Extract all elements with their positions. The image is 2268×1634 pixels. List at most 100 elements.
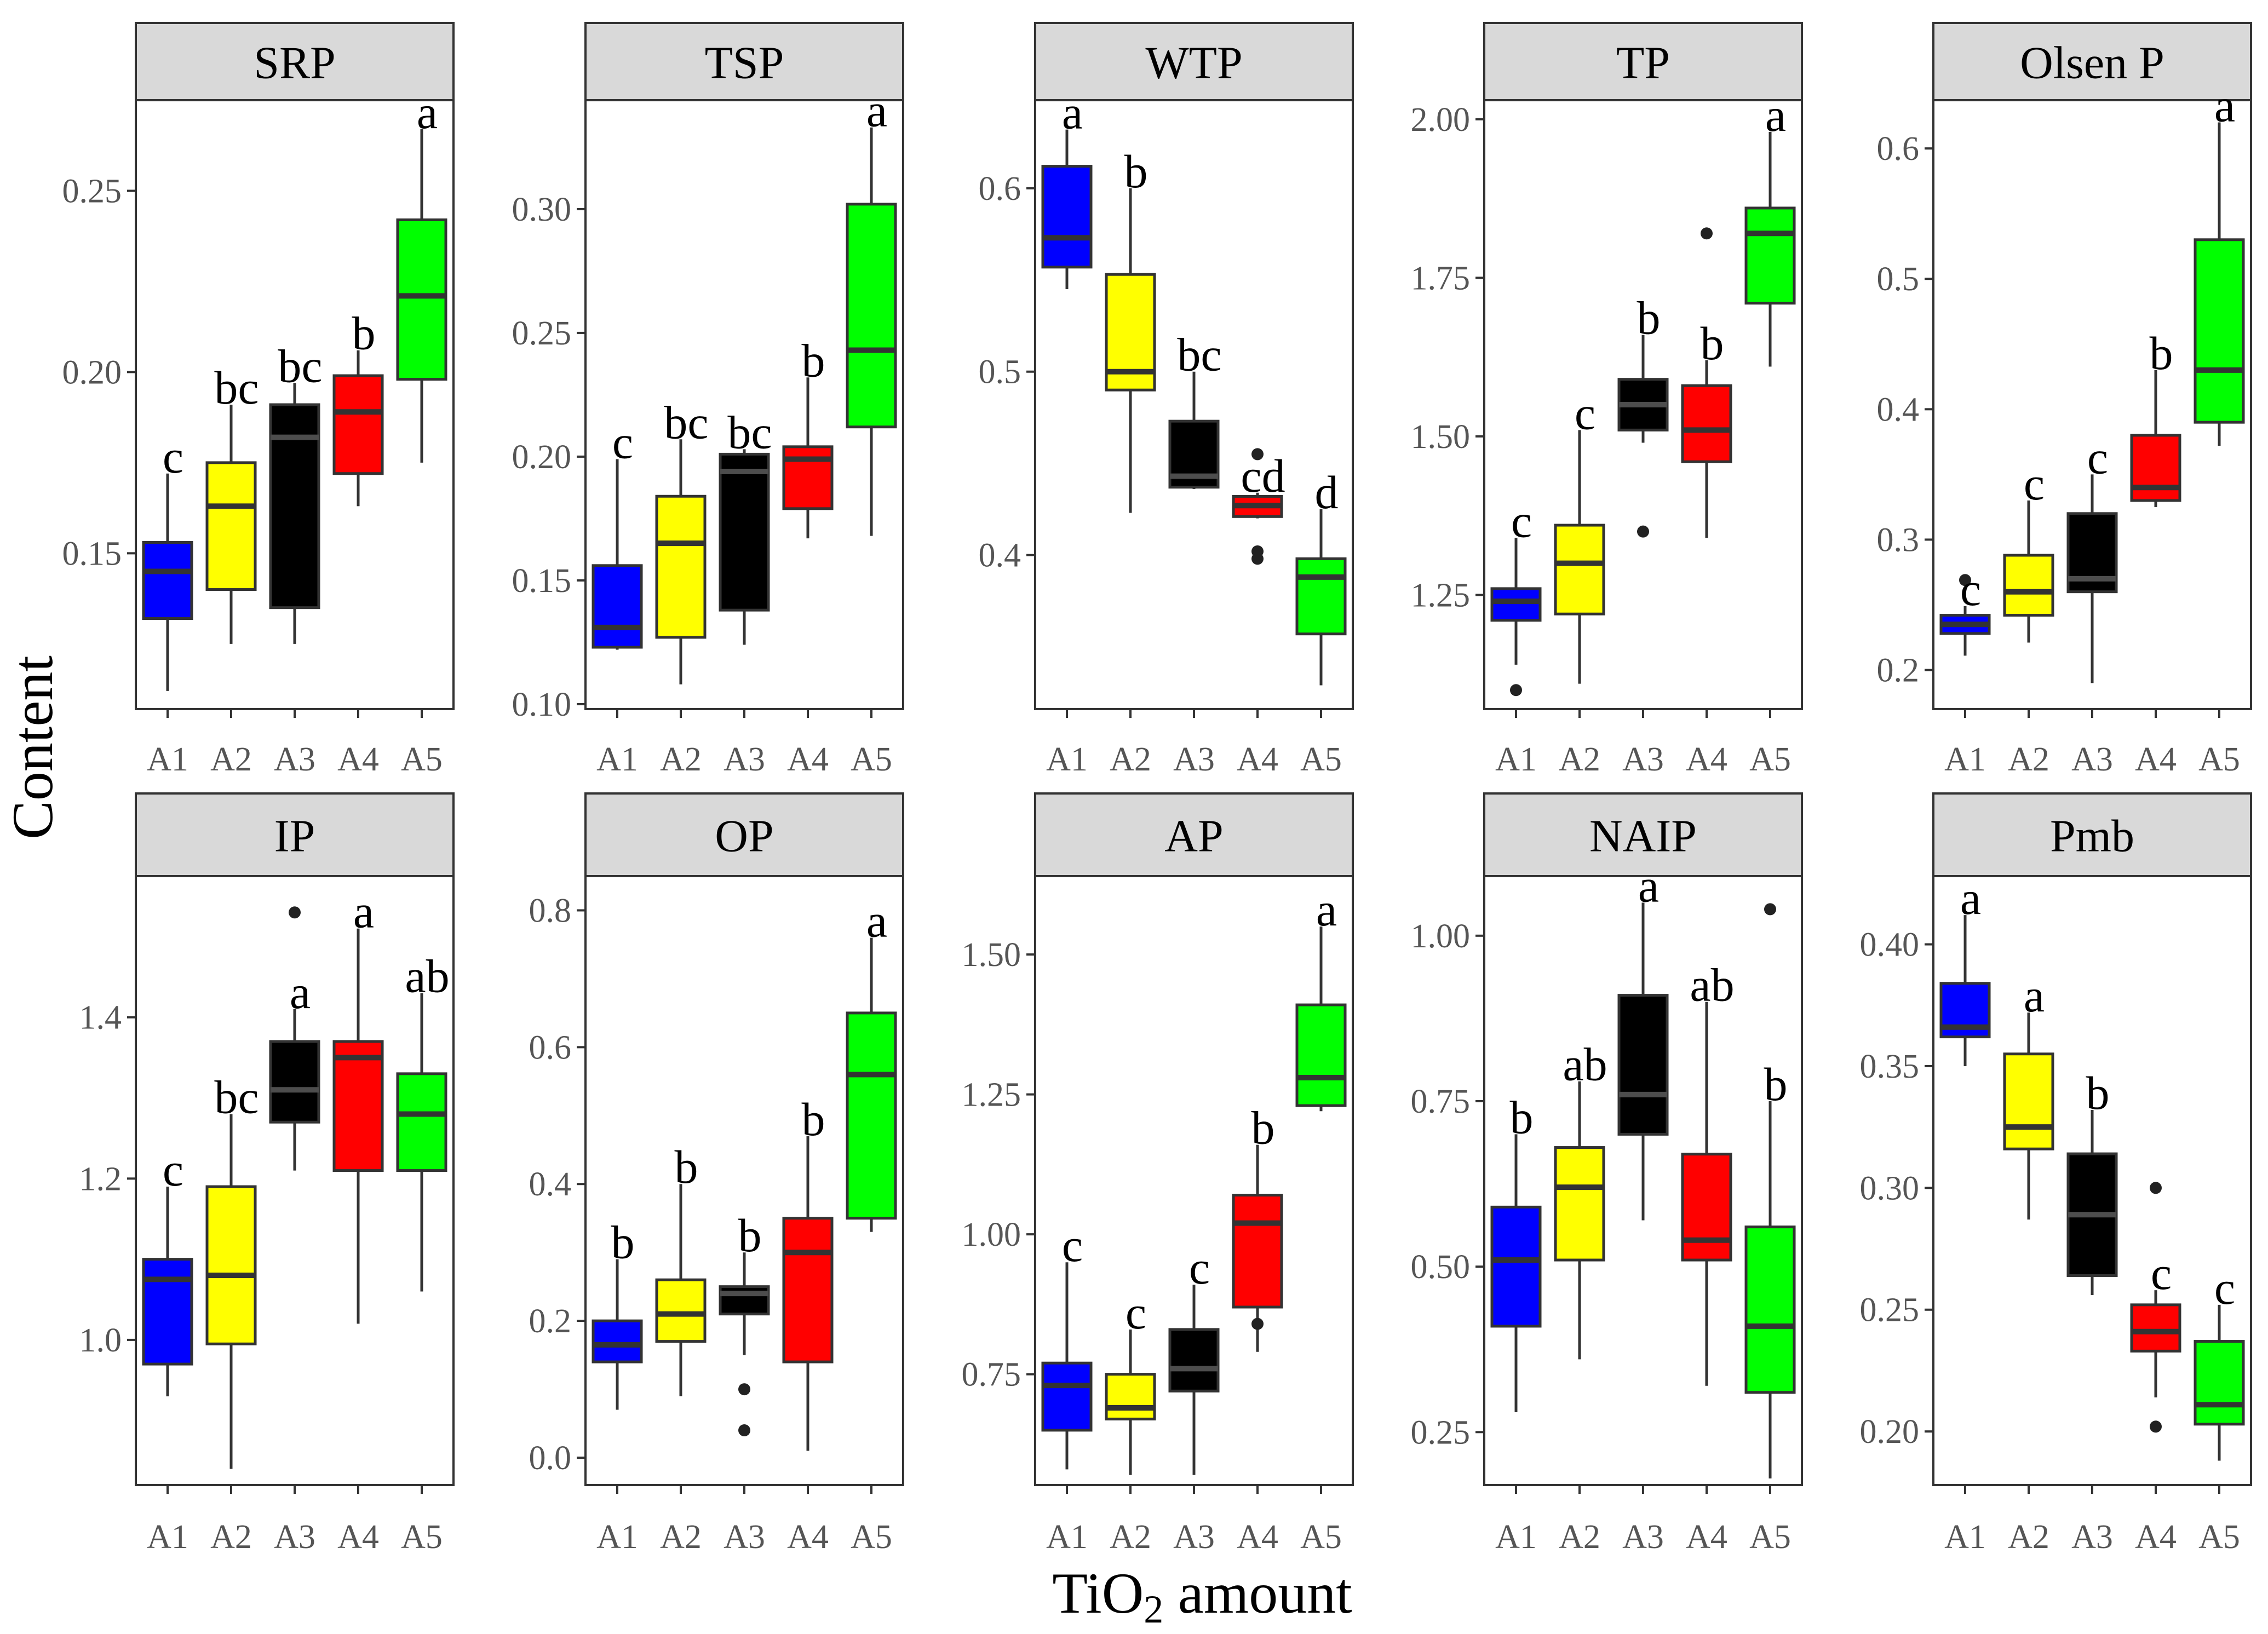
strip-olsen-p bbox=[1932, 22, 2252, 101]
x-tick-label-op: A4 bbox=[787, 1518, 829, 1556]
box-ap-A1 bbox=[1041, 1361, 1093, 1432]
y-tick-label-ip: 1.0 bbox=[79, 1322, 122, 1359]
outlier-tp-A3 bbox=[1637, 525, 1649, 538]
box-tsp-A4 bbox=[782, 445, 834, 510]
significance-letter-tsp-A1: c bbox=[612, 416, 633, 468]
significance-letter-ap-A2: c bbox=[1126, 1286, 1146, 1339]
box-op-A4 bbox=[782, 1217, 834, 1363]
outlier-olsen-p-A1 bbox=[1959, 574, 1971, 586]
box-wtp-A5 bbox=[1295, 557, 1347, 636]
x-tick-label-olsen-p: A2 bbox=[2008, 741, 2049, 778]
x-tick-label-naip: A5 bbox=[1749, 1518, 1791, 1556]
x-tick-label-op: A2 bbox=[660, 1518, 702, 1556]
strip-title-pmb: Pmb bbox=[2050, 811, 2134, 862]
significance-letter-olsen-p-A4: b bbox=[2150, 327, 2173, 379]
x-tick-label-srp: A2 bbox=[210, 741, 252, 778]
y-tick-label-ap: 0.75 bbox=[962, 1356, 1021, 1394]
significance-letter-tp-A4: b bbox=[1701, 317, 1724, 370]
significance-letter-tsp-A4: b bbox=[802, 334, 825, 387]
outlier-wtp-A4 bbox=[1251, 448, 1264, 461]
box-naip-A3 bbox=[1617, 994, 1669, 1136]
y-tick-label-wtp: 0.5 bbox=[979, 354, 1021, 391]
y-tick-label-op: 0.0 bbox=[529, 1440, 572, 1477]
x-tick-label-ip: A4 bbox=[337, 1518, 379, 1556]
x-tick-label-naip: A1 bbox=[1495, 1518, 1537, 1556]
significance-letter-naip-A4: ab bbox=[1690, 959, 1734, 1011]
x-tick-label-pmb: A1 bbox=[1944, 1518, 1986, 1556]
significance-letter-wtp-A1: a bbox=[1062, 87, 1083, 139]
significance-letter-olsen-p-A3: c bbox=[2087, 431, 2108, 484]
strip-ap bbox=[1034, 792, 1354, 877]
x-tick-label-wtp: A4 bbox=[1237, 741, 1278, 778]
significance-letter-wtp-A4: cd bbox=[1241, 450, 1285, 502]
y-tick-label-pmb: 0.25 bbox=[1860, 1292, 1920, 1329]
strip-title-tp: TP bbox=[1616, 38, 1670, 89]
strip-title-wtp: WTP bbox=[1145, 38, 1242, 89]
x-tick-label-ap: A1 bbox=[1046, 1518, 1088, 1556]
significance-letter-op-A3: b bbox=[738, 1209, 762, 1262]
x-axis-title-subscript: 2 bbox=[1144, 1587, 1163, 1631]
significance-letter-tsp-A2: bc bbox=[664, 396, 708, 448]
outlier-ap-A4 bbox=[1251, 1317, 1264, 1330]
significance-letter-wtp-A2: b bbox=[1124, 145, 1148, 198]
box-tsp-A3 bbox=[719, 452, 770, 612]
x-tick-label-tp: A1 bbox=[1495, 741, 1537, 778]
box-naip-A4 bbox=[1681, 1153, 1732, 1262]
box-olsen-p-A2 bbox=[2003, 554, 2054, 617]
box-ap-A3 bbox=[1168, 1328, 1220, 1393]
y-tick-label-wtp: 0.4 bbox=[979, 537, 1021, 574]
box-olsen-p-A5 bbox=[2194, 238, 2245, 424]
significance-letter-pmb-A5: c bbox=[2214, 1262, 2235, 1314]
y-tick-label-srp: 0.20 bbox=[62, 354, 122, 391]
x-tick-label-wtp: A2 bbox=[1110, 741, 1151, 778]
x-tick-label-ap: A3 bbox=[1173, 1518, 1215, 1556]
x-tick-label-tsp: A4 bbox=[787, 741, 829, 778]
strip-naip bbox=[1483, 792, 1803, 877]
y-tick-label-pmb: 0.40 bbox=[1860, 927, 1920, 964]
box-tsp-A1 bbox=[592, 564, 643, 649]
x-tick-label-ip: A1 bbox=[147, 1518, 188, 1556]
y-tick-label-tp: 1.25 bbox=[1411, 577, 1471, 614]
strip-tsp bbox=[584, 22, 904, 101]
significance-letter-wtp-A3: bc bbox=[1177, 329, 1221, 381]
significance-letter-naip-A1: b bbox=[1510, 1091, 1534, 1143]
significance-letter-op-A2: b bbox=[675, 1141, 698, 1193]
box-pmb-A2 bbox=[2003, 1052, 2054, 1150]
significance-letter-ip-A3: a bbox=[290, 966, 311, 1019]
x-tick-label-ap: A5 bbox=[1300, 1518, 1342, 1556]
x-tick-label-wtp: A1 bbox=[1046, 741, 1088, 778]
y-tick-label-tsp: 0.25 bbox=[512, 315, 572, 352]
x-tick-label-pmb: A4 bbox=[2135, 1518, 2177, 1556]
x-tick-label-wtp: A3 bbox=[1173, 741, 1215, 778]
x-tick-label-srp: A1 bbox=[147, 741, 188, 778]
box-ip-A2 bbox=[205, 1185, 257, 1345]
box-ip-A5 bbox=[396, 1072, 447, 1172]
y-tick-label-pmb: 0.20 bbox=[1860, 1413, 1920, 1451]
y-tick-label-naip: 0.75 bbox=[1411, 1083, 1471, 1120]
y-tick-label-olsen-p: 0.2 bbox=[1877, 652, 1920, 689]
significance-letter-pmb-A4: c bbox=[2151, 1247, 2172, 1299]
strip-title-tsp: TSP bbox=[705, 38, 784, 89]
box-op-A2 bbox=[655, 1278, 707, 1343]
x-tick-label-srp: A5 bbox=[401, 741, 443, 778]
box-op-A1 bbox=[592, 1319, 643, 1363]
box-tp-A2 bbox=[1554, 523, 1605, 615]
box-ap-A2 bbox=[1105, 1373, 1156, 1420]
x-tick-label-olsen-p: A3 bbox=[2071, 741, 2113, 778]
box-pmb-A5 bbox=[2194, 1340, 2245, 1426]
significance-letter-pmb-A2: a bbox=[2024, 969, 2045, 1022]
x-tick-label-ip: A5 bbox=[401, 1518, 443, 1556]
y-tick-label-pmb: 0.30 bbox=[1860, 1170, 1920, 1207]
x-tick-label-srp: A3 bbox=[274, 741, 315, 778]
strip-title-ap: AP bbox=[1164, 811, 1223, 862]
significance-letter-ip-A1: c bbox=[163, 1143, 183, 1196]
significance-letter-olsen-p-A2: c bbox=[2024, 457, 2045, 510]
x-tick-label-pmb: A5 bbox=[2198, 1518, 2240, 1556]
x-axis-title: TiO2 amount bbox=[1052, 1561, 1352, 1631]
x-tick-label-ip: A3 bbox=[274, 1518, 315, 1556]
